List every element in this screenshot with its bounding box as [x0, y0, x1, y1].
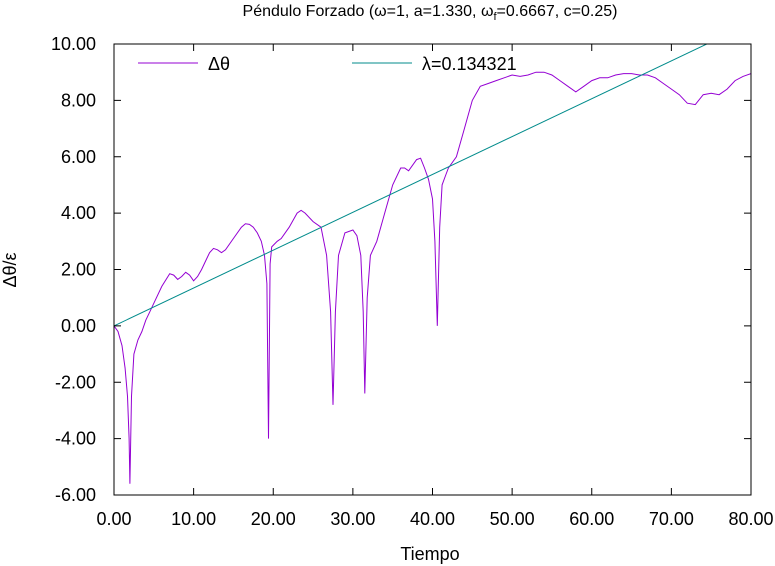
chart-title: Péndulo Forzado (ω=1, a=1.330, ωf=0.6667… — [243, 3, 618, 23]
x-tick-label: 10.00 — [171, 509, 216, 529]
y-tick-label: 2.00 — [61, 260, 96, 280]
series-line-delta-theta — [114, 71, 751, 484]
x-tick-label: 70.00 — [649, 509, 694, 529]
chart-title-rest: =0.6667, c=0.25) — [497, 3, 618, 20]
series-line-lambda — [114, 44, 709, 327]
plot-area — [114, 44, 751, 484]
y-tick-label: 8.00 — [61, 90, 96, 110]
x-tick-label: 60.00 — [569, 509, 614, 529]
x-tick-label: 0.00 — [96, 509, 131, 529]
chart-title-main: Péndulo Forzado (ω=1, a=1.330, ω — [243, 3, 494, 20]
x-tick-label: 40.00 — [410, 509, 455, 529]
y-tick-label: 4.00 — [61, 203, 96, 223]
legend: Δθ λ=0.134321 — [138, 54, 517, 74]
chart-title-subscript: f — [493, 11, 497, 23]
legend-label-delta-theta: Δθ — [208, 54, 230, 74]
y-tick-label: -6.00 — [55, 485, 96, 505]
y-tick-label: -4.00 — [55, 429, 96, 449]
x-tick-label: 30.00 — [330, 509, 375, 529]
x-axis-label: Tiempo — [400, 544, 459, 564]
x-tick-label: 50.00 — [490, 509, 535, 529]
y-tick-label: -2.00 — [55, 372, 96, 392]
x-tick-label: 80.00 — [728, 509, 773, 529]
y-tick-labels: -6.00 -4.00 -2.00 0.00 2.00 4.00 6.00 8.00 10.00 — [51, 34, 96, 505]
y-tick-label: 6.00 — [61, 147, 96, 167]
y-tick-label: 0.00 — [61, 316, 96, 336]
x-tick-label: 20.00 — [251, 509, 296, 529]
y-tick-label: 10.00 — [51, 34, 96, 54]
plot-frame — [113, 43, 752, 496]
y-axis-label: Δθ/ε — [0, 252, 20, 287]
axis-ticks — [113, 43, 752, 496]
legend-label-lambda: λ=0.134321 — [422, 54, 517, 74]
x-tick-labels: 0.00 10.00 20.00 30.00 40.00 50.00 60.00 70.00 8… — [96, 509, 773, 529]
